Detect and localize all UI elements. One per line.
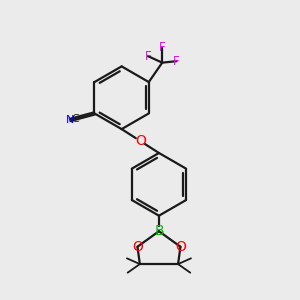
Text: O: O [135, 134, 146, 148]
Text: F: F [145, 50, 151, 63]
Text: F: F [173, 55, 180, 68]
Text: N: N [66, 115, 75, 125]
Text: O: O [132, 240, 143, 254]
Text: B: B [154, 224, 164, 238]
Text: O: O [175, 240, 186, 254]
Text: F: F [159, 41, 166, 54]
Text: C: C [71, 114, 79, 124]
